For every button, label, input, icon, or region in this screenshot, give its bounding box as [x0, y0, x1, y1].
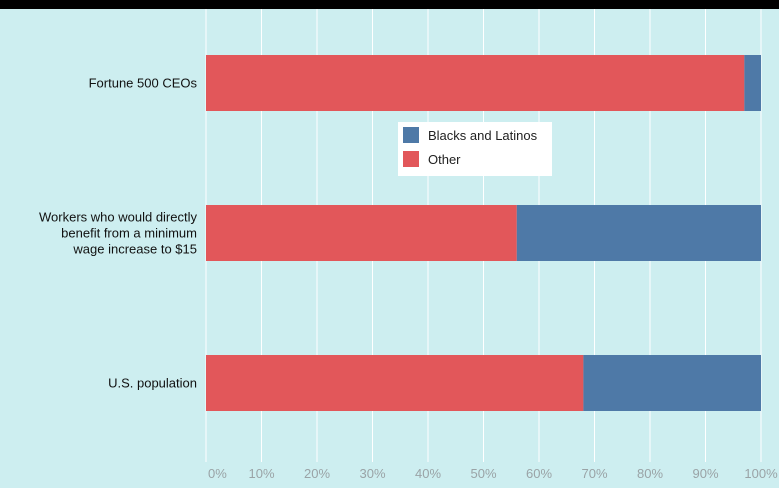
- x-tick-label: 80%: [637, 466, 663, 481]
- x-tick-label: 40%: [415, 466, 441, 481]
- category-label: benefit from a minimum: [61, 226, 197, 241]
- bar-segment-blacks-and-latinos: [744, 55, 761, 111]
- legend-label: Other: [428, 152, 461, 167]
- legend-swatch: [403, 151, 419, 167]
- legend-box: [398, 122, 552, 176]
- bar-segment-blacks-and-latinos: [583, 355, 761, 411]
- x-tick-label: 20%: [304, 466, 330, 481]
- x-tick-label: 60%: [526, 466, 552, 481]
- top-bar: [0, 0, 779, 9]
- legend-label: Blacks and Latinos: [428, 128, 538, 143]
- x-tick-label: 100%: [744, 466, 778, 481]
- legend: Blacks and Latinos Other: [398, 122, 552, 176]
- x-axis-ticks: 0% 10% 20% 30% 40% 50% 60% 70% 80% 90% 100%: [208, 466, 778, 481]
- x-tick-label: 30%: [359, 466, 385, 481]
- bar-segment-blacks-and-latinos: [516, 205, 761, 261]
- category-label: Fortune 500 CEOs: [89, 76, 198, 91]
- bars: [206, 55, 761, 411]
- legend-swatch: [403, 127, 419, 143]
- category-label: wage increase to $15: [72, 242, 197, 257]
- x-tick-label: 10%: [248, 466, 274, 481]
- x-tick-label: 90%: [692, 466, 718, 481]
- bar-segment-other: [206, 355, 584, 411]
- x-tick-label: 70%: [581, 466, 607, 481]
- bar-segment-other: [206, 55, 745, 111]
- category-labels: Fortune 500 CEOs Workers who would direct…: [39, 76, 197, 391]
- category-label: Workers who would directly: [39, 210, 197, 225]
- x-tick-label: 50%: [470, 466, 496, 481]
- bar-segment-other: [206, 205, 517, 261]
- category-label: U.S. population: [108, 376, 197, 391]
- x-tick-label: 0%: [208, 466, 227, 481]
